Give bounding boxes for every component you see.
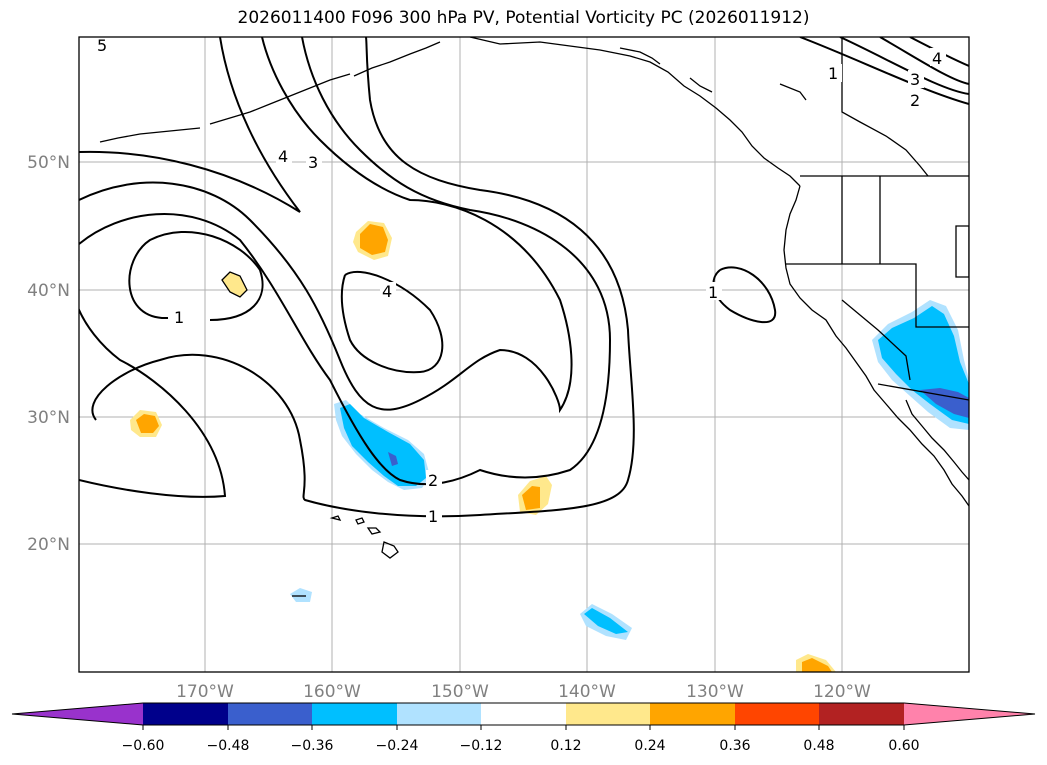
- lon-label: 120°W: [813, 682, 871, 702]
- colorbar-tick-label: −0.36: [291, 738, 334, 754]
- colorbar-segment: [566, 703, 650, 725]
- contour-label: 4: [278, 147, 288, 166]
- lon-label: 160°W: [303, 682, 361, 702]
- contour-label: 2: [428, 471, 438, 490]
- contour-label: 3: [910, 70, 920, 89]
- colorbar-tick-label: −0.48: [207, 738, 250, 754]
- lat-label: 30°N: [27, 408, 70, 428]
- map-frame: [78, 36, 970, 673]
- contour-label: 5: [97, 36, 107, 55]
- colorbar-segment: [228, 703, 312, 725]
- colorbar-tick-label: −0.24: [376, 738, 419, 754]
- colorbar-segment: [481, 703, 566, 725]
- contour-label: 2: [910, 91, 920, 110]
- contour-label: 3: [308, 153, 318, 172]
- colorbar-tick-label: 0.24: [634, 738, 665, 754]
- colorbar-segment: [397, 703, 481, 725]
- colorbar: −0.60 −0.48 −0.36 −0.24 −0.12 0.12 0.24 …: [11, 702, 1036, 754]
- longitude-labels: 170°W 160°W 150°W 140°W 130°W 120°W: [176, 682, 871, 702]
- colorbar-tick-label: −0.12: [460, 738, 503, 754]
- colorbar-tick-label: 0.12: [550, 738, 581, 754]
- map-panel: 5 4 3 1 4 1 2 1 1 3 2 4: [79, 36, 969, 672]
- colorbar-segment: [819, 703, 904, 725]
- colorbar-segment: [650, 703, 735, 725]
- contour-label: 4: [382, 282, 392, 301]
- lon-label: 170°W: [176, 682, 234, 702]
- contour-label: 4: [932, 49, 942, 68]
- contour-label: 1: [428, 507, 438, 526]
- coastlines: [99, 37, 969, 597]
- pv-shading: [130, 221, 969, 672]
- colorbar-tick-label: −0.60: [122, 738, 165, 754]
- colorbar-tick-label: 0.36: [719, 738, 750, 754]
- lon-label: 130°W: [686, 682, 744, 702]
- colorbar-tick-label: 0.48: [803, 738, 834, 754]
- colorbar-segment: [312, 703, 397, 725]
- contour-label: 1: [828, 64, 838, 83]
- contour-labels: 5 4 3 1 4 1 2 1 1 3 2 4: [95, 36, 946, 526]
- lon-label: 150°W: [431, 682, 489, 702]
- lat-label: 20°N: [27, 535, 70, 555]
- latitude-labels: 50°N 40°N 30°N 20°N: [27, 153, 70, 555]
- lon-label: 140°W: [558, 682, 616, 702]
- lat-label: 40°N: [27, 281, 70, 301]
- map-title: 2026011400 F096 300 hPa PV, Potential Vo…: [237, 8, 810, 28]
- gridlines: [79, 37, 969, 672]
- colorbar-segment: [735, 703, 819, 725]
- contour-label: 1: [708, 283, 718, 302]
- pv-contours: [79, 37, 969, 518]
- colorbar-tick-label: 0.60: [888, 738, 919, 754]
- lat-label: 50°N: [27, 153, 70, 173]
- colorbar-extend-max: [904, 703, 1035, 725]
- colorbar-extend-min: [12, 703, 143, 725]
- colorbar-segment: [143, 703, 228, 725]
- contour-label: 1: [174, 308, 184, 327]
